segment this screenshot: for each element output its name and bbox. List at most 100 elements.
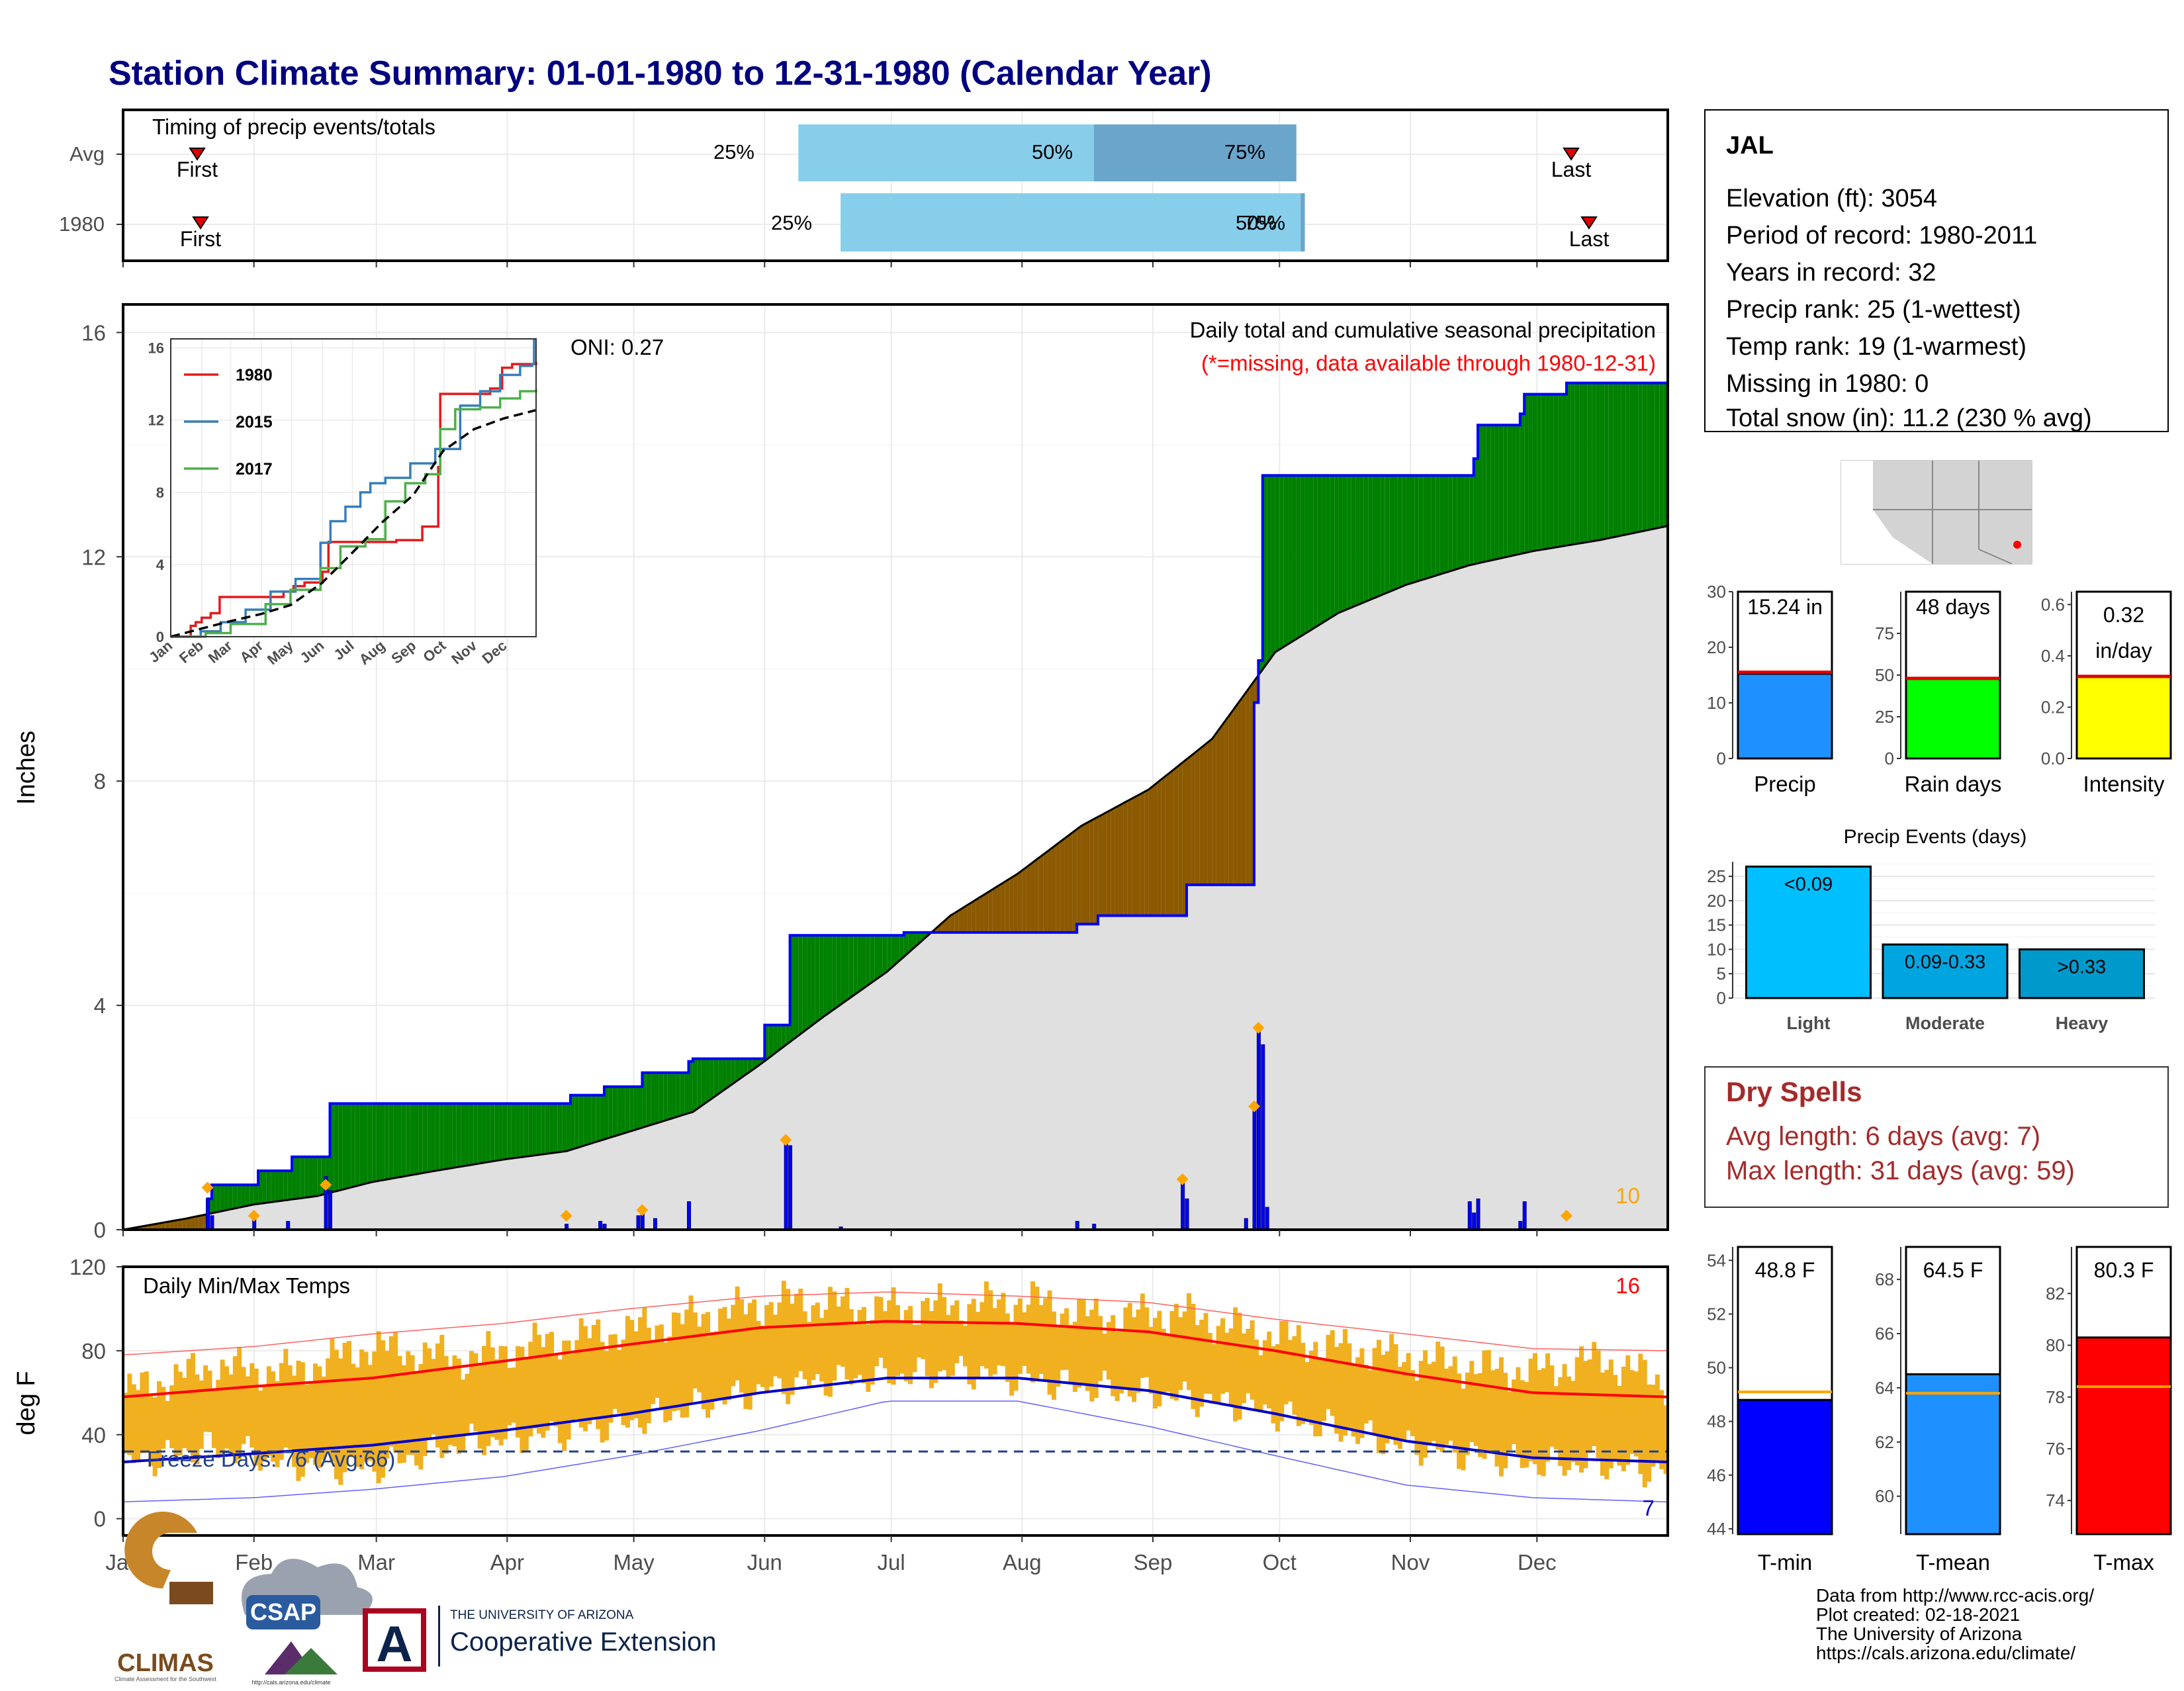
- above-average-segment: [482, 1103, 486, 1164]
- daily-temp-range-bar: [667, 1336, 672, 1421]
- daily-temp-range-bar: [469, 1351, 474, 1424]
- above-average-segment: [1490, 425, 1495, 561]
- daily-temp-range-bar: [1553, 1386, 1559, 1450]
- above-average-segment: [237, 1185, 242, 1209]
- daily-temp-range-bar: [1034, 1287, 1040, 1380]
- above-average-segment: [672, 1072, 676, 1119]
- daily-precip-bar: [653, 1218, 658, 1230]
- daily-temp-range-bar: [342, 1342, 347, 1473]
- daily-temp-range-bar: [528, 1342, 533, 1437]
- timing-bar-1980-q1: [841, 193, 1301, 251]
- temp-summary-name: T-min: [1758, 1550, 1813, 1575]
- daily-temp-range-bar: [1106, 1322, 1111, 1380]
- normal-min-line: [122, 1377, 1668, 1463]
- summary-y-tick-label: 0.6: [2041, 594, 2065, 614]
- temp-summary-y-tick-label: 46: [1707, 1465, 1726, 1485]
- daily-temp-range-bar: [195, 1374, 200, 1465]
- daily-temp-range-bar: [676, 1312, 681, 1410]
- above-average-segment: [393, 1103, 398, 1179]
- cold-days-count: 7: [1643, 1496, 1655, 1520]
- daily-temp-range-bar: [672, 1312, 676, 1411]
- precip-y-label: Inches: [13, 731, 40, 805]
- below-average-segment: [186, 1217, 191, 1230]
- above-average-segment: [802, 935, 807, 1033]
- daily-temp-range-bar: [841, 1296, 846, 1367]
- month-label: Mar: [357, 1550, 395, 1575]
- daily-temp-range-bar: [372, 1351, 377, 1472]
- above-average-segment: [287, 1171, 293, 1201]
- below-average-segment: [1203, 742, 1208, 885]
- daily-temp-range-bar: [1600, 1372, 1605, 1476]
- month-label: Nov: [1391, 1550, 1430, 1575]
- daily-temp-range-bar: [684, 1309, 690, 1418]
- above-average-segment: [891, 935, 895, 968]
- above-average-segment: [1633, 383, 1639, 533]
- events-category-label: Moderate: [1905, 1013, 1985, 1033]
- below-average-segment: [1005, 878, 1010, 933]
- above-average-segment: [566, 1103, 570, 1152]
- footer-line-data: Data from http://www.rcc-acis.org/: [1816, 1585, 2094, 1606]
- above-average-segment: [878, 935, 883, 978]
- daily-temp-range-bar: [1233, 1307, 1238, 1422]
- ua-logo-letter: A: [377, 1616, 413, 1672]
- daily-temp-range-bar: [300, 1362, 305, 1477]
- daily-temp-range-bar: [798, 1289, 803, 1371]
- daily-temp-range-bar: [477, 1363, 482, 1449]
- daily-temp-range-bar: [1423, 1350, 1428, 1458]
- summary-bar-name: Intensity: [2083, 772, 2165, 796]
- daily-temp-range-bar: [502, 1346, 508, 1440]
- below-average-segment: [1241, 692, 1246, 885]
- summary-bar-value-label: 15.24 in: [1747, 595, 1823, 619]
- above-average-segment: [528, 1103, 533, 1157]
- daily-temp-range-bar: [574, 1340, 580, 1419]
- above-average-segment: [1322, 475, 1326, 623]
- daily-temp-range-bar: [507, 1367, 512, 1426]
- daily-temp-range-bar: [177, 1371, 183, 1456]
- daily-temp-range-bar: [1077, 1298, 1082, 1388]
- daily-temp-range-bar: [1414, 1380, 1420, 1455]
- above-average-segment: [520, 1103, 524, 1158]
- below-average-segment: [1056, 841, 1060, 933]
- station-precip-rank: Precip rank: 25 (1-wettest): [1726, 296, 2021, 324]
- daily-temp-range-bar: [929, 1310, 934, 1389]
- below-average-segment: [1123, 801, 1128, 916]
- above-average-segment: [608, 1086, 613, 1138]
- inset-legend: 1980 2015 2017: [184, 366, 273, 479]
- daily-temp-range-bar: [1022, 1312, 1027, 1366]
- inset-x-tick-label: Dec: [478, 637, 510, 667]
- above-average-segment: [557, 1103, 563, 1153]
- above-average-segment: [912, 932, 917, 950]
- daily-temp-range-bar: [688, 1295, 694, 1403]
- above-average-segment: [718, 1058, 723, 1095]
- daily-temp-range-bar: [1224, 1332, 1230, 1393]
- timing-bars: [116, 124, 1538, 267]
- above-average-segment: [1532, 394, 1537, 551]
- above-average-segment: [562, 1103, 567, 1152]
- above-average-segment: [866, 935, 870, 987]
- above-average-segment: [406, 1103, 410, 1176]
- above-average-segment: [1359, 475, 1364, 604]
- inset-x-tick-label: Jul: [330, 637, 357, 664]
- daily-temp-range-bar: [1288, 1340, 1293, 1402]
- daily-precip-bar: [784, 1142, 788, 1230]
- temp-y-tick-label: 0: [94, 1507, 106, 1531]
- daily-temp-range-bar: [950, 1305, 955, 1376]
- daily-precip-bar: [1467, 1201, 1472, 1230]
- daily-temp-range-bar: [241, 1367, 246, 1444]
- above-average-segment: [1625, 383, 1630, 535]
- daily-precip-bar: [1261, 1044, 1265, 1230]
- above-average-segment: [545, 1103, 550, 1154]
- daily-temp-range-bar: [228, 1374, 234, 1455]
- summary-y-tick-label: 0: [1885, 749, 1894, 768]
- temp-summary-name: T-mean: [1916, 1550, 1990, 1575]
- above-average-segment: [1651, 383, 1655, 529]
- above-average-segment: [477, 1103, 482, 1164]
- daily-precip-bar: [636, 1215, 641, 1230]
- daily-temp-range-bar: [1017, 1298, 1023, 1374]
- above-average-segment: [304, 1156, 309, 1198]
- daily-temp-range-bar: [882, 1311, 887, 1369]
- daily-temp-range-bar: [925, 1298, 930, 1377]
- above-average-segment: [1524, 394, 1529, 553]
- daily-temp-range-bar: [541, 1347, 546, 1438]
- extreme-precip-marker: [1252, 1021, 1265, 1034]
